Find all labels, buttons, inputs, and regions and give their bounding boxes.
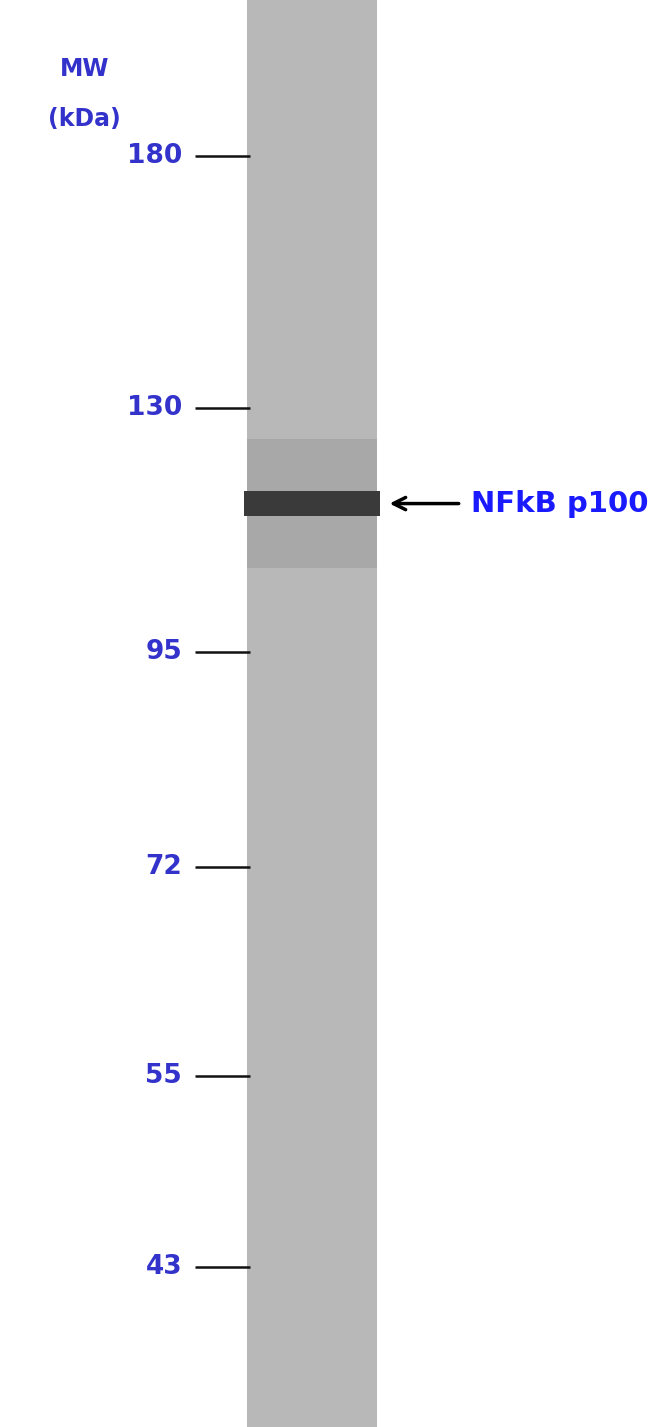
Text: NFkB p100: NFkB p100	[471, 489, 649, 518]
Text: 43: 43	[146, 1254, 182, 1280]
Text: 180: 180	[127, 143, 182, 168]
Bar	[247, 0, 377, 1427]
Bar	[247, 440, 377, 568]
Text: (kDa): (kDa)	[48, 107, 121, 131]
Text: 72: 72	[145, 855, 182, 880]
Text: 55: 55	[145, 1063, 182, 1089]
Text: MW: MW	[60, 57, 109, 81]
Text: 130: 130	[127, 395, 182, 421]
Text: 95: 95	[145, 639, 182, 665]
Bar	[244, 491, 380, 517]
